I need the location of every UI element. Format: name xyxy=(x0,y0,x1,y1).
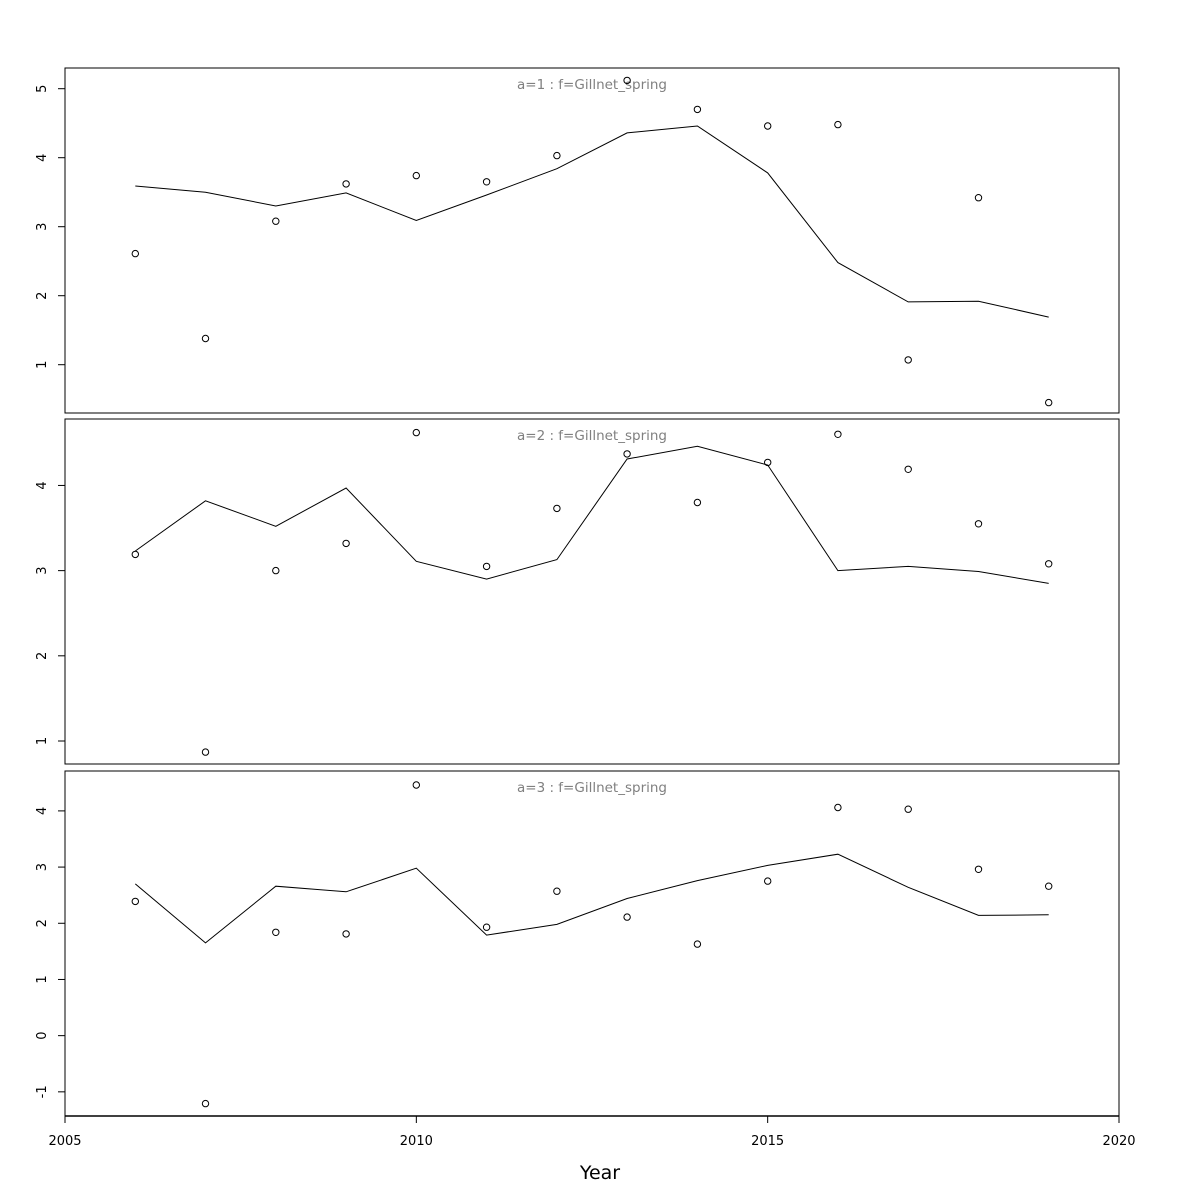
observed-point xyxy=(482,178,491,186)
observed-point xyxy=(553,887,561,895)
x-axis: 2005 2010 2015 2020 xyxy=(48,1115,1136,1149)
y-tick-label: 4 xyxy=(35,154,50,162)
panel-title: a=2 : f=Gillnet_spring xyxy=(517,428,667,444)
observed-point xyxy=(764,877,772,885)
observed-point xyxy=(342,930,350,938)
observed-point xyxy=(904,465,912,473)
observed-point xyxy=(272,217,280,225)
x-tick-label: 2020 xyxy=(1102,1134,1135,1149)
y-tick-label: 4 xyxy=(35,807,50,815)
y-tick-label: 1 xyxy=(35,361,50,369)
observed-point xyxy=(623,76,631,85)
observed-point xyxy=(693,940,702,948)
observed-point xyxy=(201,334,210,343)
observed-point xyxy=(904,356,912,364)
x-tick-label: 2015 xyxy=(751,1134,784,1149)
observed-point xyxy=(553,151,561,160)
observed-point xyxy=(131,550,140,559)
observed-point xyxy=(974,865,983,873)
x-axis-label: Year xyxy=(579,1162,620,1184)
y-tick-label: 2 xyxy=(35,292,50,300)
observed-point xyxy=(623,913,631,921)
observed-point xyxy=(131,249,140,258)
observed-point xyxy=(764,122,772,130)
observed-point xyxy=(693,105,702,114)
x-tick-label: 2010 xyxy=(400,1134,433,1149)
observed-point xyxy=(834,803,842,812)
observed-point xyxy=(974,194,983,202)
y-tick-label: -1 xyxy=(35,1085,50,1098)
panel-frame xyxy=(64,67,1120,414)
observed-point xyxy=(834,430,842,438)
fitted-line xyxy=(135,445,1049,584)
observed-point xyxy=(412,171,420,180)
observed-point xyxy=(974,520,983,528)
y-tick-label: 5 xyxy=(35,85,50,93)
observed-point xyxy=(834,120,842,129)
y-tick-label: 1 xyxy=(35,975,50,983)
fitted-line xyxy=(135,125,1049,318)
y-tick-label: 0 xyxy=(35,1032,50,1040)
panel-a3: a=3 : f=Gillnet_spring -1 0 1 2 3 4 xyxy=(35,770,1120,1117)
x-tick-label: 2005 xyxy=(48,1134,81,1149)
panel-a2: a=2 : f=Gillnet_spring 1 2 3 4 xyxy=(35,418,1120,765)
observed-point xyxy=(131,897,140,906)
observed-point xyxy=(623,450,631,458)
observed-point xyxy=(904,805,912,813)
y-tick-label: 3 xyxy=(35,223,50,231)
observed-point xyxy=(482,923,491,931)
observed-point xyxy=(482,562,491,571)
observed-point xyxy=(1045,882,1053,890)
panel-frame xyxy=(64,770,1120,1117)
fitted-line xyxy=(134,853,1049,944)
observed-point xyxy=(764,458,772,467)
observed-point xyxy=(1045,398,1053,407)
observed-point xyxy=(342,180,350,188)
panel-title: a=3 : f=Gillnet_spring xyxy=(517,780,667,796)
observed-point xyxy=(201,748,210,756)
observed-point xyxy=(201,1099,210,1108)
observed-point xyxy=(272,566,280,575)
y-tick-label: 4 xyxy=(35,481,50,489)
observed-point xyxy=(412,428,420,437)
observed-point xyxy=(693,498,702,507)
panel-frame xyxy=(64,418,1120,765)
observed-point xyxy=(1045,560,1053,568)
panels-group: a=1 : f=Gillnet_spring 1 2 3 4 5 a=2 : f=Gilln… xyxy=(35,67,1120,1117)
observed-point xyxy=(553,504,561,513)
panel-a1: a=1 : f=Gillnet_spring 1 2 3 4 5 xyxy=(35,67,1120,414)
y-tick-label: 3 xyxy=(35,863,50,871)
y-tick-label: 2 xyxy=(35,919,50,927)
y-tick-label: 1 xyxy=(35,737,50,745)
observed-point xyxy=(342,539,350,548)
y-tick-label: 3 xyxy=(35,566,50,574)
observed-point xyxy=(272,928,280,936)
y-tick-label: 2 xyxy=(35,652,50,660)
panel-title: a=1 : f=Gillnet_spring xyxy=(517,77,667,93)
observed-point xyxy=(412,781,420,789)
